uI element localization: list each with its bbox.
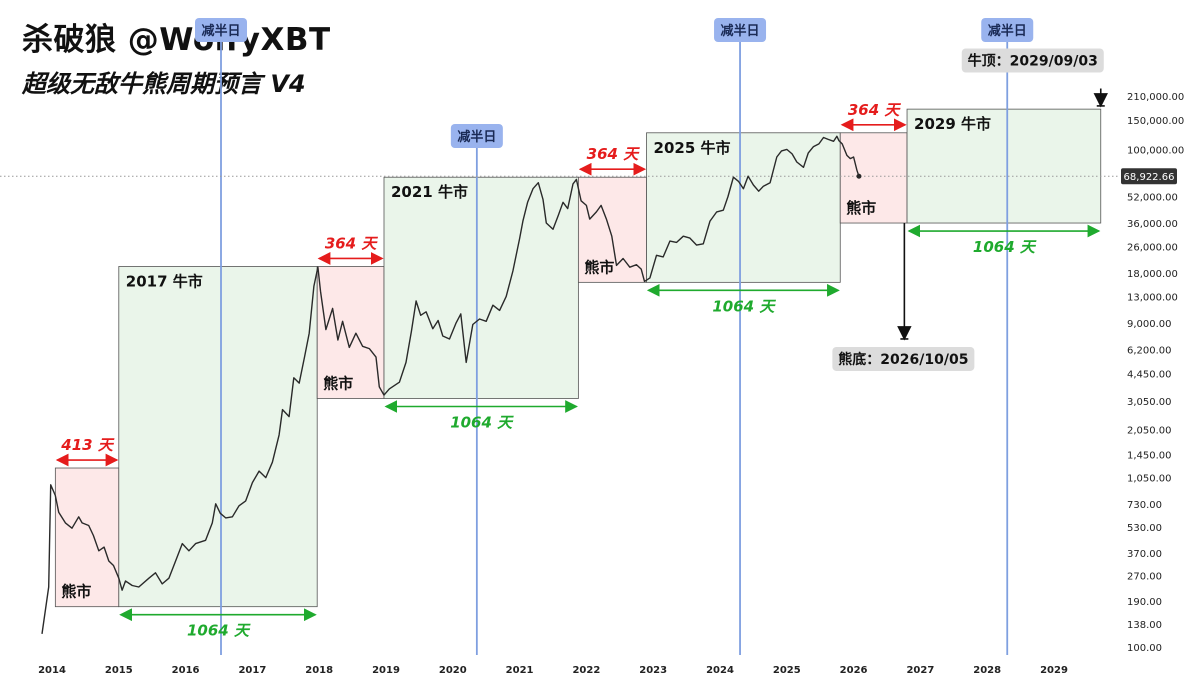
halving-label-3: 减半日 bbox=[988, 23, 1027, 39]
halving-label-2: 减半日 bbox=[721, 23, 760, 39]
halving-badge-0 bbox=[195, 18, 248, 42]
annotation-label-1: 牛顶：2029/09/03 bbox=[968, 53, 1098, 70]
x-tick-2019: 2019 bbox=[372, 665, 400, 676]
y-tick-0: 210,000.00 bbox=[1127, 92, 1184, 103]
y-tick-12: 2,050.00 bbox=[1127, 425, 1172, 436]
bull-box-5 bbox=[646, 132, 841, 283]
y-tick-3: 52,000.00 bbox=[1127, 193, 1178, 204]
annotation-badge-0 bbox=[832, 346, 975, 371]
x-tick-2017: 2017 bbox=[238, 665, 266, 676]
halving-badge-1 bbox=[450, 124, 503, 148]
bull-duration-label-5: 1064 天 bbox=[712, 297, 776, 315]
y-tick-6: 18,000.00 bbox=[1127, 269, 1178, 280]
y-tick-5: 26,000.00 bbox=[1127, 242, 1178, 253]
y-tick-10: 4,450.00 bbox=[1127, 370, 1172, 381]
bear-duration-label-2: 364 天 bbox=[325, 234, 379, 252]
x-tick-2024: 2024 bbox=[706, 665, 734, 676]
y-tick-14: 1,050.00 bbox=[1127, 474, 1172, 485]
y-tick-4: 36,000.00 bbox=[1127, 219, 1178, 230]
x-tick-2025: 2025 bbox=[773, 665, 801, 676]
halving-label-0: 减半日 bbox=[201, 23, 240, 39]
y-tick-7: 13,000.00 bbox=[1127, 292, 1178, 303]
bull-label-3: 2021 牛市 bbox=[391, 183, 468, 201]
current-price-dot bbox=[856, 173, 862, 179]
bull-box-1 bbox=[118, 266, 318, 608]
bull-duration-label-3: 1064 天 bbox=[450, 414, 514, 432]
y-tick-17: 370.00 bbox=[1127, 549, 1162, 560]
y-tick-2: 100,000.00 bbox=[1127, 145, 1184, 156]
bear-label-0: 熊市 bbox=[61, 583, 91, 601]
x-tick-2026: 2026 bbox=[840, 665, 868, 676]
bear-label-6: 熊市 bbox=[846, 199, 876, 217]
y-tick-19: 190.00 bbox=[1127, 597, 1162, 608]
x-tick-2023: 2023 bbox=[639, 665, 667, 676]
halving-label-1: 减半日 bbox=[457, 129, 496, 145]
x-tick-2020: 2020 bbox=[439, 665, 467, 676]
x-tick-2029: 2029 bbox=[1040, 665, 1068, 676]
y-tick-9: 6,200.00 bbox=[1127, 346, 1172, 357]
bull-label-5: 2025 牛市 bbox=[654, 139, 731, 157]
bull-box-7 bbox=[906, 108, 1102, 224]
btc-price-line bbox=[41, 135, 860, 634]
y-tick-21: 100.00 bbox=[1127, 643, 1162, 654]
bear-duration-label-6: 364 天 bbox=[848, 101, 902, 119]
x-tick-2016: 2016 bbox=[172, 665, 200, 676]
halving-badge-2 bbox=[714, 18, 767, 42]
bear-duration-label-4: 364 天 bbox=[587, 145, 641, 163]
y-tick-1: 150,000.00 bbox=[1127, 116, 1184, 127]
x-tick-2027: 2027 bbox=[906, 665, 934, 676]
bear-box-0 bbox=[54, 467, 120, 608]
x-tick-2018: 2018 bbox=[305, 665, 333, 676]
halving-badge-3 bbox=[981, 18, 1034, 42]
x-tick-2022: 2022 bbox=[572, 665, 600, 676]
annotation-badge-1 bbox=[961, 48, 1104, 73]
y-tick-18: 270.00 bbox=[1127, 571, 1162, 582]
x-tick-2015: 2015 bbox=[105, 665, 133, 676]
bull-duration-label-1: 1064 天 bbox=[187, 622, 251, 640]
bull-label-7: 2029 牛市 bbox=[914, 115, 991, 133]
bear-label-2: 熊市 bbox=[323, 375, 353, 393]
bull-label-1: 2017 牛市 bbox=[126, 272, 203, 290]
x-tick-2014: 2014 bbox=[38, 665, 66, 676]
y-tick-13: 1,450.00 bbox=[1127, 450, 1172, 461]
chart-title: 杀破狼 @WolfyXBT bbox=[22, 22, 331, 58]
chart-subtitle: 超级无敌牛熊周期预言 V4 bbox=[22, 70, 306, 98]
annotation-label-0: 熊底：2026/10/05 bbox=[838, 351, 968, 368]
bear-label-4: 熊市 bbox=[584, 258, 614, 276]
y-tick-15: 730.00 bbox=[1127, 500, 1162, 511]
bear-box-6 bbox=[839, 132, 908, 224]
y-tick-8: 9,000.00 bbox=[1127, 319, 1172, 330]
bear-duration-label-0: 413 天 bbox=[60, 436, 115, 454]
bull-box-3 bbox=[383, 176, 579, 399]
x-tick-2028: 2028 bbox=[973, 665, 1001, 676]
current-price-label: 68,922.66 bbox=[1124, 172, 1175, 183]
x-tick-2021: 2021 bbox=[506, 665, 534, 676]
y-tick-20: 138.00 bbox=[1127, 620, 1162, 631]
bull-duration-label-7: 1064 天 bbox=[973, 238, 1037, 256]
y-tick-16: 530.00 bbox=[1127, 523, 1162, 534]
y-tick-11: 3,050.00 bbox=[1127, 397, 1172, 408]
current-price-badge bbox=[1121, 168, 1177, 185]
